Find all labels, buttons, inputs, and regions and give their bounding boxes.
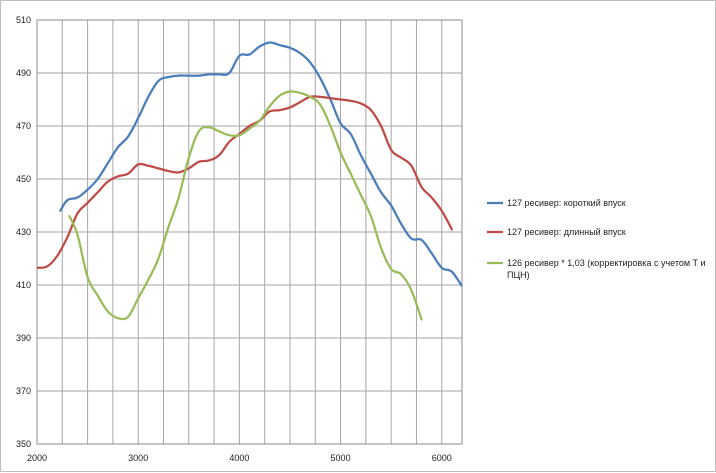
y-axis-tick-labels: 350 370 390 410 430 450 470 490 510 — [16, 15, 31, 449]
y-tick-label-8: 510 — [16, 15, 31, 25]
y-tick-label-2: 390 — [16, 333, 31, 343]
y-tick-label-4: 430 — [16, 227, 31, 237]
y-tick-label-7: 490 — [16, 68, 31, 78]
x-axis-tick-labels: 2000 3000 4000 5000 6000 — [27, 453, 452, 463]
legend-label-2: 126 ресивер * 1,03 (корректировка с учет… — [507, 258, 706, 280]
series-line-1 — [37, 95, 454, 269]
y-tick-label-6: 470 — [16, 121, 31, 131]
plot-area-border — [36, 19, 463, 445]
x-tick-label-1: 3000 — [128, 453, 148, 463]
legend-label-1: 127 ресивер: длинный впуск — [507, 227, 626, 237]
plot-area-outline — [36, 19, 463, 445]
y-tick-label-1: 370 — [16, 386, 31, 396]
series-line-2 — [68, 90, 423, 321]
legend: 127 ресивер: короткий впуск 127 ресивер: … — [487, 198, 706, 280]
x-tick-label-3: 5000 — [331, 453, 351, 463]
x-tick-label-4: 6000 — [432, 453, 452, 463]
y-tick-label-0: 350 — [16, 439, 31, 449]
y-tick-label-3: 410 — [16, 280, 31, 290]
series-lines — [37, 41, 462, 321]
series-line-0 — [59, 41, 462, 288]
x-tick-label-0: 2000 — [27, 453, 47, 463]
x-tick-label-2: 4000 — [229, 453, 249, 463]
y-tick-label-5: 450 — [16, 174, 31, 184]
legend-label-0: 127 ресивер: короткий впуск — [507, 198, 626, 208]
